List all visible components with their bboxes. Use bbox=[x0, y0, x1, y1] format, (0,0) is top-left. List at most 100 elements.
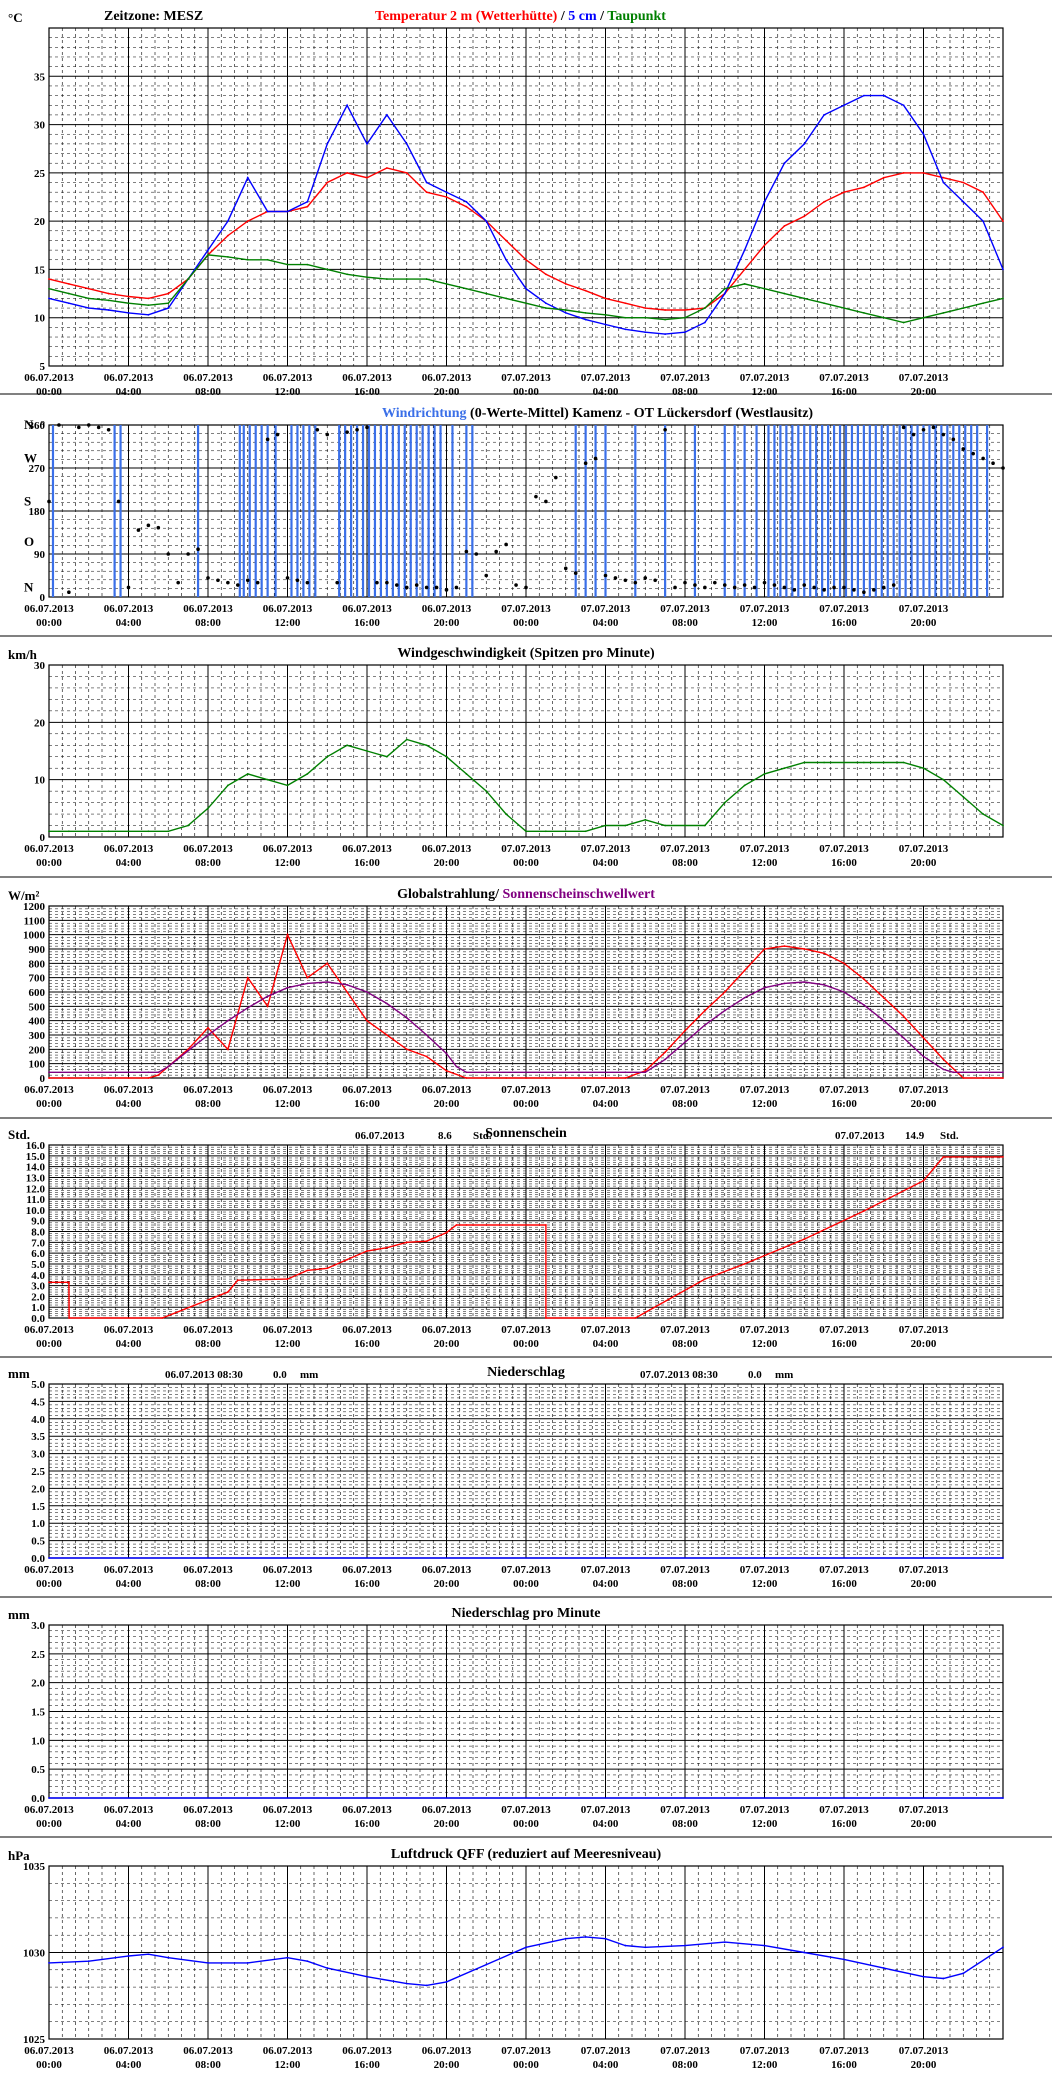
x-tick-date: 07.07.2013 bbox=[899, 1564, 949, 1576]
x-tick-time: 16:00 bbox=[354, 617, 380, 629]
y-tick-label: 15 bbox=[34, 264, 46, 276]
data-point bbox=[962, 1071, 965, 1074]
x-tick-date: 07.07.2013 bbox=[899, 843, 949, 855]
title-part: Luftdruck QFF (reduziert auf Meeresnivea… bbox=[391, 1847, 662, 1862]
data-point bbox=[862, 94, 865, 97]
x-tick-time: 00:00 bbox=[36, 857, 62, 869]
y-tick-label: 270 bbox=[29, 463, 46, 475]
y-tick-label: 800 bbox=[29, 958, 46, 970]
summary-unit: Std. bbox=[473, 1130, 492, 1142]
y-tick-label: 20 bbox=[34, 216, 46, 228]
data-point bbox=[942, 176, 945, 179]
direction-point bbox=[156, 525, 161, 530]
data-point bbox=[67, 302, 70, 305]
direction-point bbox=[474, 552, 479, 556]
x-tick-date: 06.07.2013 bbox=[183, 603, 233, 615]
x-tick-time: 20:00 bbox=[434, 1338, 460, 1350]
data-point bbox=[902, 1036, 905, 1039]
data-point bbox=[584, 311, 587, 314]
data-point bbox=[644, 818, 647, 821]
direction-point bbox=[325, 432, 330, 437]
x-tick-time: 12:00 bbox=[275, 1818, 301, 1830]
x-tick-time: 00:00 bbox=[36, 1818, 62, 1830]
data-point bbox=[48, 830, 50, 833]
data-point bbox=[68, 1317, 70, 1319]
y-tick-label: 700 bbox=[29, 973, 46, 985]
y-tick-label: 1200 bbox=[23, 901, 46, 913]
summary-date: 07.07.2013 bbox=[835, 1130, 885, 1142]
direction-point bbox=[544, 499, 548, 504]
direction-point bbox=[355, 427, 359, 432]
x-tick-time: 04:00 bbox=[593, 2059, 619, 2071]
y-tick-label: 2.0 bbox=[31, 1483, 45, 1495]
x-tick-time: 16:00 bbox=[354, 1578, 380, 1590]
title-part: Kamenz - OT Lückersdorf (Westlausitz) bbox=[569, 406, 814, 421]
x-tick-date: 06.07.2013 bbox=[342, 843, 392, 855]
data-point bbox=[843, 991, 845, 993]
y-tick-label: 9.0 bbox=[31, 1216, 45, 1228]
title-part: / bbox=[597, 9, 608, 24]
data-point bbox=[346, 744, 349, 747]
data-point bbox=[544, 1317, 547, 1319]
data-point bbox=[226, 1048, 229, 1051]
y-tick-label: 3.0 bbox=[31, 1449, 45, 1461]
data-point bbox=[1002, 1557, 1004, 1559]
data-point bbox=[425, 278, 428, 280]
x-tick-date: 06.07.2013 bbox=[263, 603, 313, 615]
direction-point bbox=[772, 583, 777, 587]
y-tick-label: 0.5 bbox=[31, 1536, 45, 1548]
data-point bbox=[922, 1055, 925, 1058]
data-point bbox=[157, 1074, 160, 1077]
data-point bbox=[405, 1241, 408, 1244]
x-tick-time: 04:00 bbox=[116, 386, 142, 398]
y-tick-label: 1.0 bbox=[31, 1302, 45, 1314]
data-point bbox=[862, 311, 865, 314]
direction-point bbox=[414, 583, 419, 587]
x-tick-time: 08:00 bbox=[195, 1098, 221, 1110]
y-tick-label: 5.0 bbox=[31, 1259, 45, 1271]
y-tick-label: 1035 bbox=[23, 1861, 46, 1873]
x-tick-date: 06.07.2013 bbox=[183, 2045, 233, 2057]
y-tick-label: 1.0 bbox=[31, 1518, 45, 1530]
data-point bbox=[823, 200, 826, 203]
data-point bbox=[644, 1946, 647, 1949]
direction-point bbox=[444, 588, 449, 592]
direction-point bbox=[862, 590, 866, 595]
data-point bbox=[187, 1049, 190, 1052]
x-tick-time: 00:00 bbox=[513, 1578, 539, 1590]
data-point bbox=[1002, 268, 1004, 271]
x-tick-time: 04:00 bbox=[116, 1578, 142, 1590]
x-tick-time: 20:00 bbox=[911, 617, 937, 629]
data-point bbox=[922, 767, 925, 770]
x-tick-date: 06.07.2013 bbox=[342, 1084, 392, 1096]
unit-label: W/m² bbox=[8, 888, 39, 903]
data-point bbox=[862, 1004, 865, 1006]
data-point bbox=[783, 945, 786, 948]
data-point bbox=[525, 302, 527, 305]
data-point bbox=[763, 287, 766, 290]
x-tick-date: 07.07.2013 bbox=[581, 1324, 631, 1336]
title-part: Temperatur 2 m (Wetterhütte) bbox=[375, 9, 558, 24]
x-tick-time: 12:00 bbox=[752, 1338, 778, 1350]
y-tick-label: 2.0 bbox=[31, 1291, 45, 1303]
plot-frame bbox=[48, 424, 1004, 598]
x-tick-date: 07.07.2013 bbox=[581, 603, 631, 615]
x-tick-date: 06.07.2013 bbox=[104, 603, 154, 615]
x-tick-time: 08:00 bbox=[195, 1338, 221, 1350]
x-tick-date: 06.07.2013 bbox=[104, 1084, 154, 1096]
data-point bbox=[902, 1015, 905, 1018]
x-tick-time: 04:00 bbox=[593, 617, 619, 629]
x-tick-time: 20:00 bbox=[911, 1098, 937, 1110]
direction-point bbox=[534, 494, 538, 499]
data-point bbox=[723, 292, 726, 295]
data-point bbox=[306, 976, 309, 979]
summary-date: 06.07.2013 08:30 bbox=[165, 1369, 243, 1381]
x-tick-date: 07.07.2013 bbox=[899, 372, 949, 384]
unit-label: hPa bbox=[8, 1848, 30, 1863]
y-tick-label: 1100 bbox=[24, 915, 46, 927]
x-tick-date: 07.07.2013 bbox=[740, 1804, 790, 1816]
x-tick-time: 08:00 bbox=[672, 1578, 698, 1590]
data-point bbox=[803, 142, 806, 145]
data-point bbox=[922, 1975, 925, 1978]
x-tick-time: 00:00 bbox=[36, 386, 62, 398]
